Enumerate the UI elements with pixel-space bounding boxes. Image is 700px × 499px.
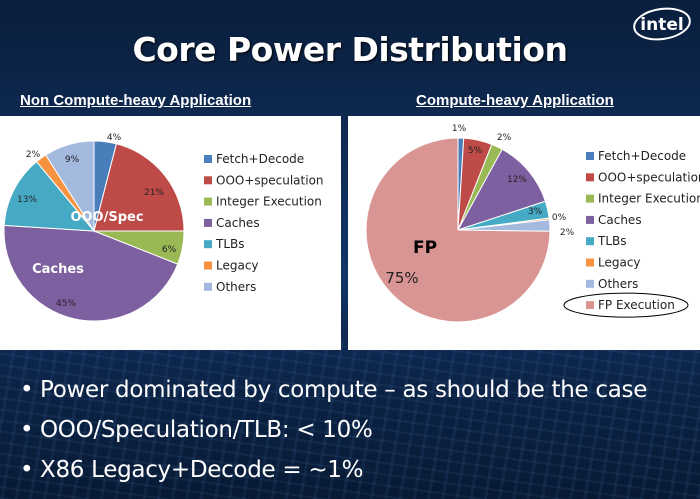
slice-percent-label: 13% <box>17 195 37 205</box>
slice-percent-label: 4% <box>107 133 122 143</box>
legend-label: Others <box>598 277 638 291</box>
legend-swatch <box>586 194 594 203</box>
legend-swatch <box>586 152 594 160</box>
legend-swatch <box>204 155 212 163</box>
slice-percent-label: 6% <box>162 245 177 255</box>
legend-label: Caches <box>598 213 642 227</box>
legend-swatch <box>586 258 594 267</box>
bullet-text: Power dominated by compute – as should b… <box>40 377 648 403</box>
slide-title: Core Power Distribution <box>132 30 568 69</box>
background-texture <box>0 340 700 499</box>
right-pie-chart: 1% 5% 2% 12% 3% 0% 2% 75% FP Fetch+Decode OOO+spec… <box>365 124 700 323</box>
slice-percent-label: 1% <box>452 124 467 134</box>
slice-percent-label: 2% <box>497 133 512 143</box>
bullet-text: OOO/Speculation/TLB: < 10% <box>40 417 373 443</box>
slice-annotation: FP <box>413 238 437 258</box>
legend-label: Fetch+Decode <box>216 152 304 166</box>
slice-percent-label: 2% <box>26 150 41 160</box>
slice-percent-label: 2% <box>560 228 575 238</box>
left-pie-chart: 4% 21% 6% 45% 13% 2% 9% OOO/Spec Caches Fetch+Dec… <box>3 133 324 322</box>
slice-percent-label: 0% <box>552 213 567 223</box>
bullet-text: X86 Legacy+Decode = ~1% <box>40 457 364 483</box>
legend-label: Others <box>216 280 256 294</box>
bullet-item: • X86 Legacy+Decode = ~1% <box>20 457 364 483</box>
legend-swatch <box>586 237 594 246</box>
legend-swatch <box>586 215 594 224</box>
legend-label: Legacy <box>598 256 641 270</box>
legend-swatch <box>204 176 212 185</box>
slice-annotation: Caches <box>32 262 84 277</box>
pie-slice-fp-execution <box>365 137 551 323</box>
pie-slice-tlbs <box>3 160 96 232</box>
left-chart-panel: 4% 21% 6% 45% 13% 2% 9% OOO/Spec Caches Fetch+Dec… <box>0 116 341 350</box>
right-chart-panel: 1% 5% 2% 12% 3% 0% 2% 75% FP Fetch+Decode OOO+spec… <box>348 116 700 350</box>
intel-logo: intel <box>633 7 691 41</box>
legend-label: TLBs <box>215 237 245 251</box>
legend-swatch <box>204 261 212 270</box>
legend-label: Fetch+Decode <box>598 149 686 163</box>
left-chart-title: Non Compute-heavy Application <box>20 92 252 109</box>
legend-swatch <box>204 282 212 291</box>
bullet-item: • OOO/Speculation/TLB: < 10% <box>20 417 373 443</box>
right-chart-title: Compute-heavy Application <box>416 92 614 109</box>
legend-swatch <box>586 301 594 310</box>
slice-percent-label: 9% <box>65 155 80 165</box>
legend-label: TLBs <box>597 234 627 248</box>
legend-label: OOO+speculation <box>216 173 324 187</box>
intel-logo-text: intel <box>640 15 683 35</box>
legend-label: Integer Execution <box>216 195 322 209</box>
legend-swatch <box>586 173 594 182</box>
legend-swatch <box>586 279 594 288</box>
bullet-list: • Power dominated by compute – as should … <box>20 372 647 492</box>
slice-percent-label: 3% <box>528 207 543 217</box>
slice-percent-label: 21% <box>144 188 164 198</box>
pie-slice-caches <box>456 148 547 231</box>
legend-swatch <box>204 197 212 206</box>
slice-percent-label: 75% <box>385 269 418 287</box>
slice-percent-label: 5% <box>468 146 483 156</box>
legend-label: OOO+speculation <box>598 170 700 184</box>
legend-label: FP Execution <box>598 298 675 312</box>
slice-annotation: OOO/Spec <box>70 210 143 225</box>
highlight-ellipse <box>563 292 689 318</box>
legend-swatch <box>204 240 212 249</box>
legend-label: Integer Execution <box>598 192 700 206</box>
slice-percent-label: 45% <box>56 299 76 309</box>
pie-slice-others <box>45 140 95 233</box>
legend-swatch <box>204 218 212 227</box>
legend-label: Legacy <box>216 259 259 273</box>
bullet-item: • Power dominated by compute – as should … <box>20 377 648 403</box>
pie-slice-ooo-speculation <box>93 143 185 232</box>
legend-label: Caches <box>216 216 260 230</box>
slice-percent-label: 12% <box>507 175 527 185</box>
pie-slice-caches <box>3 224 179 322</box>
